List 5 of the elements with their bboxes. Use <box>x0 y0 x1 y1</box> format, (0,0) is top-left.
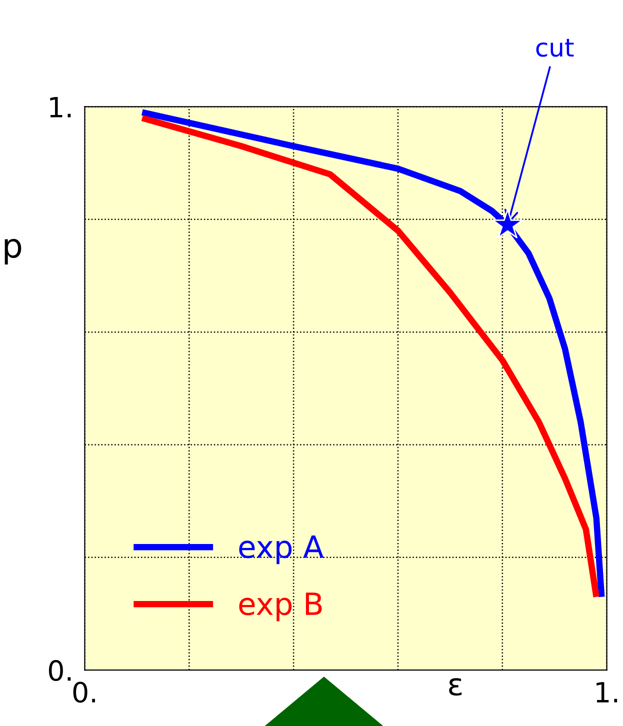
x-axis-title: ε <box>449 678 462 696</box>
annotation: cut <box>536 38 574 57</box>
legend-label: exp A <box>239 536 324 564</box>
legend-label: exp B <box>239 592 322 622</box>
y-axis-title: p <box>4 238 22 264</box>
